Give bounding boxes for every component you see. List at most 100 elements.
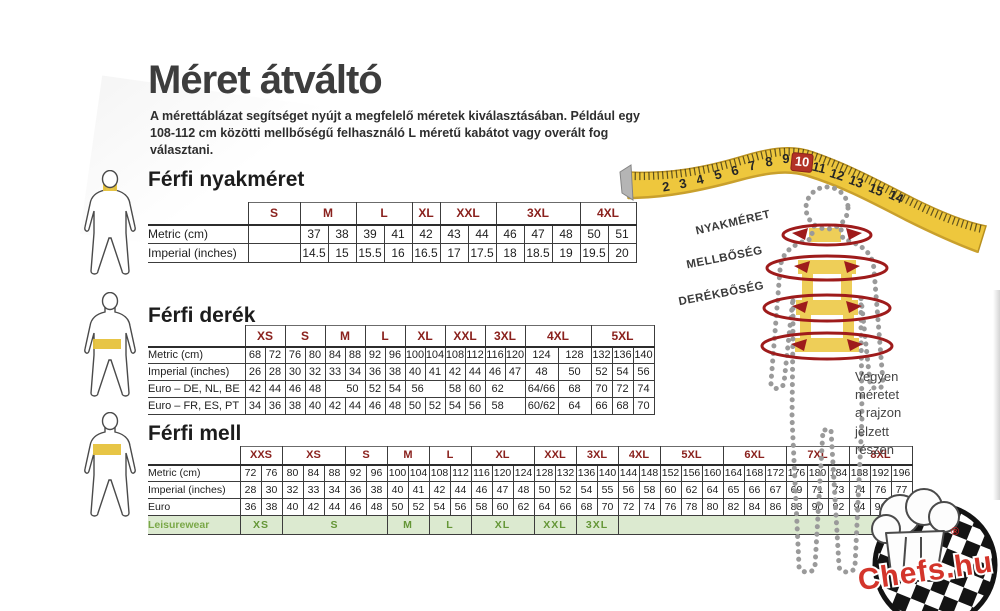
data-cell: 84 — [302, 464, 325, 482]
body-outline — [768, 184, 886, 575]
data-cell: 68 — [244, 346, 266, 364]
data-cell: 19.5 — [579, 243, 609, 263]
size-header-cell: L — [355, 202, 413, 226]
table-corner — [148, 446, 241, 466]
size-header-cell: 3XL — [575, 446, 619, 466]
data-cell: 43 — [439, 224, 469, 244]
table-row: Metric (cm) 72 76 80 84 88 92 96 100 104 108 112 116… — [148, 464, 913, 482]
data-cell: 64/66 — [524, 380, 559, 398]
data-cell: 17 — [439, 243, 469, 263]
data-cell: 140 — [596, 464, 619, 482]
row-label: Metric (cm) — [148, 464, 241, 482]
data-cell: 16.5 — [411, 243, 441, 263]
page-title: Méret átváltó — [148, 58, 383, 102]
data-cell: 38 — [327, 224, 357, 244]
data-cell: 54 — [384, 380, 406, 398]
data-cell: 80 — [701, 498, 724, 516]
size-table: XXS XS S M L XL XXL 3XL 4XL 5XL 6XL 7XL 8XL Metric (c… — [148, 446, 913, 535]
data-cell: 48 — [551, 224, 581, 244]
data-cell: 54 — [575, 481, 598, 499]
data-cell: 20 — [607, 243, 637, 263]
data-cell: 48 — [524, 363, 559, 381]
size-header-cell: 4XL — [524, 325, 592, 348]
data-cell: 28 — [239, 481, 262, 499]
data-cell: 58 — [444, 380, 466, 398]
size-header-cell: XXL — [533, 446, 577, 466]
data-cell: 70 — [596, 498, 619, 516]
size-header-cell: S — [284, 325, 326, 348]
data-cell — [247, 224, 301, 244]
data-cell: 46 — [495, 224, 525, 244]
registered-mark: ® — [951, 526, 959, 538]
data-cell: 54 — [444, 397, 466, 415]
data-cell: 50 — [557, 363, 592, 381]
data-cell: 72 — [239, 464, 262, 482]
data-cell: 48 — [512, 481, 535, 499]
data-cell: 116 — [470, 464, 493, 482]
data-cell: 32 — [281, 481, 304, 499]
data-cell: 52 — [407, 498, 430, 516]
data-cell: 38 — [260, 498, 283, 516]
data-cell: 64 — [557, 397, 592, 415]
measure-arrowheads — [791, 228, 863, 351]
data-cell: 66 — [554, 498, 577, 516]
data-cell: 52 — [424, 397, 446, 415]
data-cell: 156 — [680, 464, 703, 482]
data-cell: 38 — [384, 363, 406, 381]
size-header-cell: XL — [411, 202, 441, 226]
data-cell: 96 — [365, 464, 388, 482]
page-subtitle: A mérettáblázat segítséget nyújt a megfe… — [150, 109, 641, 157]
row-label: Imperial (inches) — [148, 363, 246, 381]
data-cell: 76 — [260, 464, 283, 482]
data-cell: 148 — [638, 464, 661, 482]
data-cell: 124 — [512, 464, 535, 482]
data-cell: 52 — [364, 380, 386, 398]
data-cell: 44 — [264, 380, 286, 398]
data-cell: 72 — [617, 498, 640, 516]
data-cell: 104 — [424, 346, 446, 364]
data-cell: 88 — [323, 464, 346, 482]
size-header-cell: XL — [470, 446, 535, 466]
data-cell: 38 — [365, 481, 388, 499]
data-cell: 168 — [743, 464, 766, 482]
row-label: Euro – DE, NL, BE — [148, 380, 246, 398]
data-cell: 50 — [404, 397, 426, 415]
leisure-size-cell: L — [428, 515, 472, 535]
data-cell: 100 — [386, 464, 409, 482]
data-cell: 42 — [444, 363, 466, 381]
size-header-cell: XXL — [439, 202, 497, 226]
data-cell: 48 — [365, 498, 388, 516]
data-cell: 196 — [890, 464, 913, 482]
data-cell: 140 — [632, 346, 655, 364]
data-cell: 46 — [344, 498, 367, 516]
data-cell: 42 — [244, 380, 266, 398]
data-cell: 50 — [386, 498, 409, 516]
data-cell: 62 — [512, 498, 535, 516]
data-cell: 36 — [264, 397, 286, 415]
data-cell: 42 — [324, 397, 346, 415]
data-cell: 50 — [533, 481, 556, 499]
size-header-cell: 3XL — [484, 325, 526, 348]
size-header-cell: XS — [281, 446, 346, 466]
data-cell: 16 — [383, 243, 413, 263]
size-header-cell: M — [299, 202, 357, 226]
data-cell: 26 — [244, 363, 266, 381]
table-corner — [148, 325, 246, 348]
leisurewear-row: Leisurewear XS S M L XL XXL 3XL — [148, 515, 913, 535]
data-cell: 56 — [617, 481, 640, 499]
data-cell: 68 — [575, 498, 598, 516]
data-cell: 176 — [785, 464, 808, 482]
table-row: Euro – FR, ES, PT 34 36 38 40 42 44 46 48 50 52 54 5… — [148, 397, 655, 415]
data-cell: 51 — [607, 224, 637, 244]
data-cell: 48 — [384, 397, 406, 415]
table-row: Euro – DE, NL, BE 42 44 46 48 50 52 54 56 58 60 62 6… — [148, 380, 655, 398]
data-cell: 132 — [590, 346, 613, 364]
data-cell: 56 — [632, 363, 655, 381]
row-label: Metric (cm) — [148, 346, 246, 364]
size-header-cell: XS — [244, 325, 286, 348]
data-cell: 19 — [551, 243, 581, 263]
data-cell: 64 — [533, 498, 556, 516]
size-header-cell: L — [428, 446, 472, 466]
size-header-cell: XL — [404, 325, 446, 348]
